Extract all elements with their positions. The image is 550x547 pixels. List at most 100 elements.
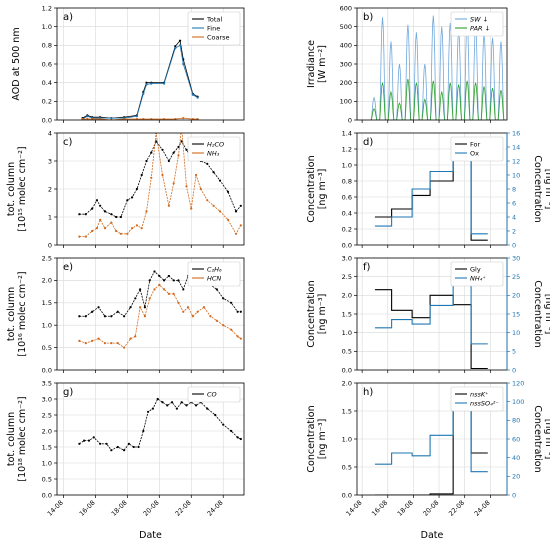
- data-point: [196, 96, 199, 99]
- series-line-lightblue: [369, 15, 506, 120]
- plot-frame: [56, 257, 245, 371]
- y-axis-label-units: [W m⁻²]: [317, 45, 328, 83]
- data-point: [172, 279, 175, 282]
- data-point: [162, 279, 166, 282]
- data-point: [236, 310, 239, 313]
- data-point: [84, 235, 87, 238]
- y-right-tick-label: 10: [512, 171, 520, 179]
- data-point: [239, 204, 242, 207]
- data-point: [150, 151, 153, 154]
- data-point: [129, 306, 132, 309]
- y-tick-label: 0.0: [342, 366, 352, 374]
- data-point: [150, 117, 153, 120]
- panel-h: 0.0 0.5 1.0 1.5 2.0 0 20 40 60 80 100 120 14-08 16-08…: [306, 379, 550, 541]
- data-point: [178, 39, 182, 42]
- data-point: [135, 115, 139, 118]
- data-point: [116, 310, 119, 313]
- data-point: [145, 210, 148, 213]
- series-line-green: [369, 78, 506, 120]
- data-point: [178, 44, 182, 47]
- data-point: [172, 151, 175, 154]
- legend-entry: PAR ↓: [470, 24, 490, 32]
- data-point: [182, 310, 185, 313]
- panel-e: 0.0 0.5 1.0 1.5 2.0 2.5 e) tot. column [10¹⁶ mol…: [6, 254, 245, 374]
- y-tick-label: 1.2: [342, 145, 352, 153]
- panel-label: h): [363, 387, 373, 398]
- panel-g: 0.0 0.5 1.0 1.5 2.0 2.5 3.0 3.5 14-08 16-08 18-08 2…: [6, 379, 245, 541]
- data-point: [142, 429, 145, 433]
- y-right-tick-label: 80: [512, 417, 520, 425]
- data-point: [180, 140, 183, 143]
- data-point: [145, 83, 148, 86]
- y-tick-label: 1.0: [42, 459, 52, 467]
- y-axis-label-units: [ng m⁻³]: [317, 419, 328, 460]
- y-tick-label: 600: [340, 4, 352, 12]
- data-point: [91, 229, 94, 233]
- data-point: [218, 179, 222, 182]
- panel-d: 0.0 0.2 0.4 0.6 0.8 1.0 1.2 1.4 0 2 4 6 8 10 12 14 16 d) C…: [306, 129, 550, 249]
- data-point: [103, 315, 107, 318]
- data-point: [91, 207, 94, 210]
- series-line-blue: [374, 400, 488, 473]
- data-point: [226, 190, 230, 193]
- data-point: [148, 279, 151, 282]
- panel-c: 0 1 2 3 4 c) tot. column [10¹⁵ molec cm⁻²] H₂CON…: [6, 126, 245, 249]
- data-point: [199, 187, 202, 191]
- data-point: [97, 306, 100, 309]
- data-point: [139, 288, 142, 291]
- legend-entry: C₂H₆: [207, 265, 222, 273]
- y-right-tick-label: 14: [512, 143, 520, 151]
- data-point: [234, 232, 238, 235]
- legend-entry: NH₃: [207, 149, 220, 157]
- data-point: [91, 117, 94, 120]
- data-point: [161, 401, 164, 404]
- y-tick-label: 1.4: [342, 129, 352, 137]
- data-point: [194, 404, 198, 407]
- y-tick-label: 0.8: [342, 177, 352, 185]
- y-tick-label: 0.5: [342, 463, 352, 471]
- data-point: [230, 429, 233, 433]
- x-tick-label: 14-08: [46, 499, 65, 518]
- series-group: [78, 126, 242, 238]
- data-point: [158, 283, 161, 286]
- data-point: [103, 342, 107, 345]
- data-point: [202, 306, 206, 309]
- data-point: [119, 215, 123, 219]
- data-point: [78, 442, 81, 445]
- data-point: [218, 210, 222, 213]
- y-right-tick-label: 20: [512, 292, 520, 300]
- y-right-tick-label: 120: [512, 379, 524, 387]
- legend-entry: NH₄⁺: [470, 274, 486, 282]
- y-axis-label: AOD at 500 nm: [11, 27, 22, 100]
- data-point: [86, 117, 89, 120]
- data-point: [135, 224, 139, 227]
- data-point: [99, 442, 102, 445]
- x-tick-label: 18-08: [396, 499, 415, 518]
- legend: SW ↓PAR ↓: [450, 11, 504, 37]
- x-tick-label: 16-08: [78, 499, 97, 518]
- y-tick-label: 1: [48, 213, 52, 221]
- data-point: [134, 297, 137, 300]
- data-point: [110, 117, 113, 120]
- y-tick-label: 400: [340, 42, 352, 50]
- x-tick-label: 24-08: [473, 499, 492, 518]
- y-axis-label: tot. column: [6, 287, 17, 341]
- data-point: [110, 221, 113, 224]
- data-point: [222, 423, 225, 426]
- legend-box: [450, 136, 504, 162]
- data-point: [181, 126, 183, 128]
- y-tick-label: 1.5: [342, 407, 352, 415]
- panel-label: f): [363, 262, 371, 273]
- y-right-axis-label-units: [ng m⁻³]: [543, 169, 550, 210]
- data-point: [132, 445, 135, 449]
- data-point: [92, 436, 95, 439]
- y-tick-label: 0.5: [42, 344, 52, 352]
- y-right-tick-label: 0: [512, 241, 516, 249]
- y-tick-label: 2.5: [42, 254, 52, 262]
- data-point: [196, 117, 199, 120]
- panel-label: d): [363, 137, 373, 148]
- x-tick-label: 22-08: [447, 499, 466, 518]
- x-tick-label: 20-08: [142, 499, 161, 518]
- y-tick-label: 0.0: [342, 241, 352, 249]
- data-point: [78, 315, 81, 318]
